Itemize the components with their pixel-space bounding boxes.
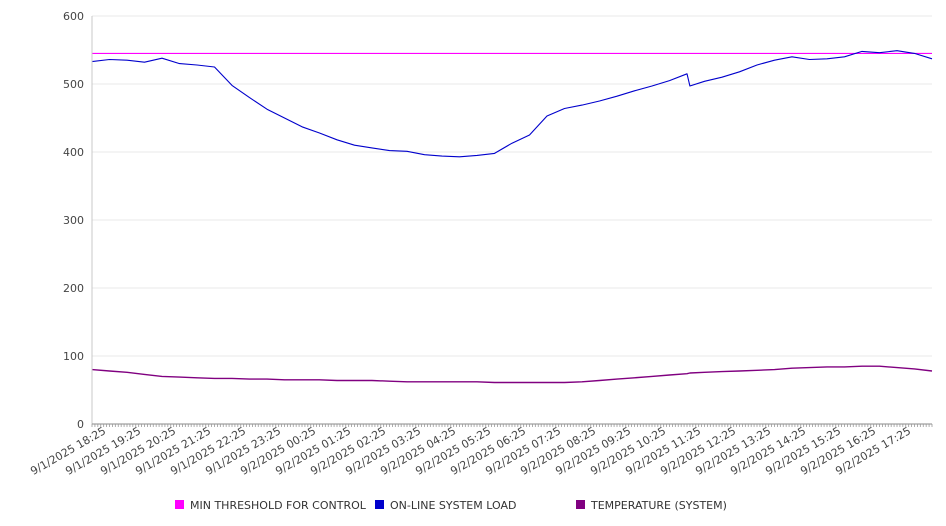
y-tick-label: 500	[63, 78, 84, 91]
y-tick-label: 600	[63, 10, 84, 23]
y-tick-label: 300	[63, 214, 84, 227]
legend-swatch	[175, 500, 184, 509]
legend-label: MIN THRESHOLD FOR CONTROL	[190, 499, 367, 512]
gridlines	[92, 15, 932, 357]
x-tick-labels: 9/1/2025 18:259/1/2025 19:259/1/2025 20:…	[28, 424, 913, 478]
legend-label: TEMPERATURE (SYSTEM)	[590, 499, 727, 512]
series-line-3	[91, 365, 933, 384]
y-tick-label: 100	[63, 350, 84, 363]
y-tick-labels: 0 100 200 300 400 500 600	[63, 10, 84, 431]
legend-swatch	[375, 500, 384, 509]
y-tick-label: 200	[63, 282, 84, 295]
series-line-2	[91, 50, 933, 158]
legend: MIN THRESHOLD FOR CONTROL ON-LINE SYSTEM …	[175, 499, 727, 512]
series-lines	[91, 50, 933, 384]
axes	[91, 16, 933, 427]
y-tick-label: 0	[77, 418, 84, 431]
y-tick-label: 400	[63, 146, 84, 159]
legend-label: ON-LINE SYSTEM LOAD	[390, 499, 516, 512]
legend-swatch	[576, 500, 585, 509]
